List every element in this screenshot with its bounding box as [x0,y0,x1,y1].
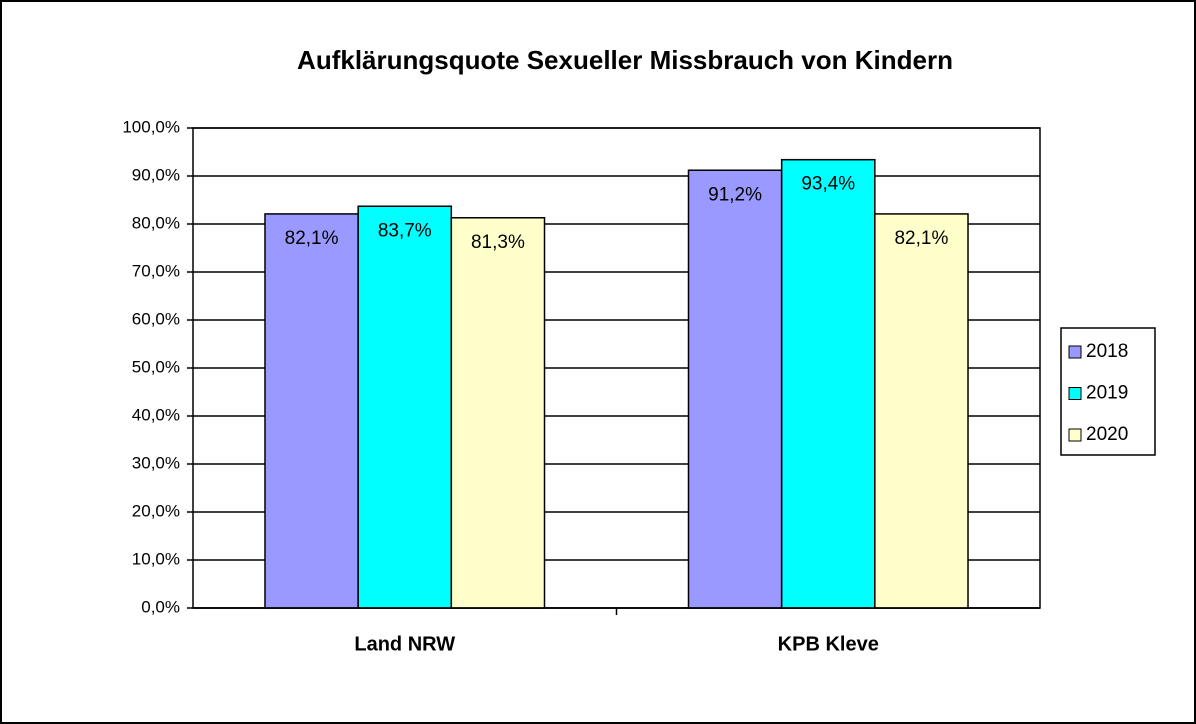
bar [450,217,546,609]
y-tick-label: 90,0% [132,165,180,184]
legend-label: 2020 [1086,424,1128,445]
bar [357,205,453,609]
y-tick-label: 0,0% [141,597,180,616]
value-label: 93,4% [801,174,855,195]
value-label: 82,1% [894,228,948,249]
bar [687,169,783,609]
chart-title: Aufklärungsquote Sexueller Missbrauch vo… [297,45,953,75]
x-tick-label: KPB Kleve [778,633,879,655]
value-label: 91,2% [708,184,762,205]
legend-label: 2018 [1086,341,1128,362]
x-tick-label: Land NRW [354,633,455,655]
y-tick-label: 40,0% [132,405,180,424]
y-tick-label: 80,0% [132,213,180,232]
legend-swatch [1068,345,1082,359]
y-tick-label: 10,0% [132,549,180,568]
y-tick-label: 50,0% [132,357,180,376]
legend-swatch [1068,428,1082,442]
y-tick-label: 20,0% [132,501,180,520]
y-tick-label: 70,0% [132,261,180,280]
bar [264,213,359,609]
bar [874,213,969,609]
legend-label: 2019 [1086,383,1128,404]
value-label: 82,1% [285,228,339,249]
value-label: 83,7% [378,220,432,241]
bar [780,158,876,609]
y-tick-label: 100,0% [122,117,180,136]
legend-swatch [1068,387,1082,400]
y-tick-label: 30,0% [132,453,180,472]
y-tick-label: 60,0% [132,309,180,328]
value-label: 81,3% [471,232,525,253]
